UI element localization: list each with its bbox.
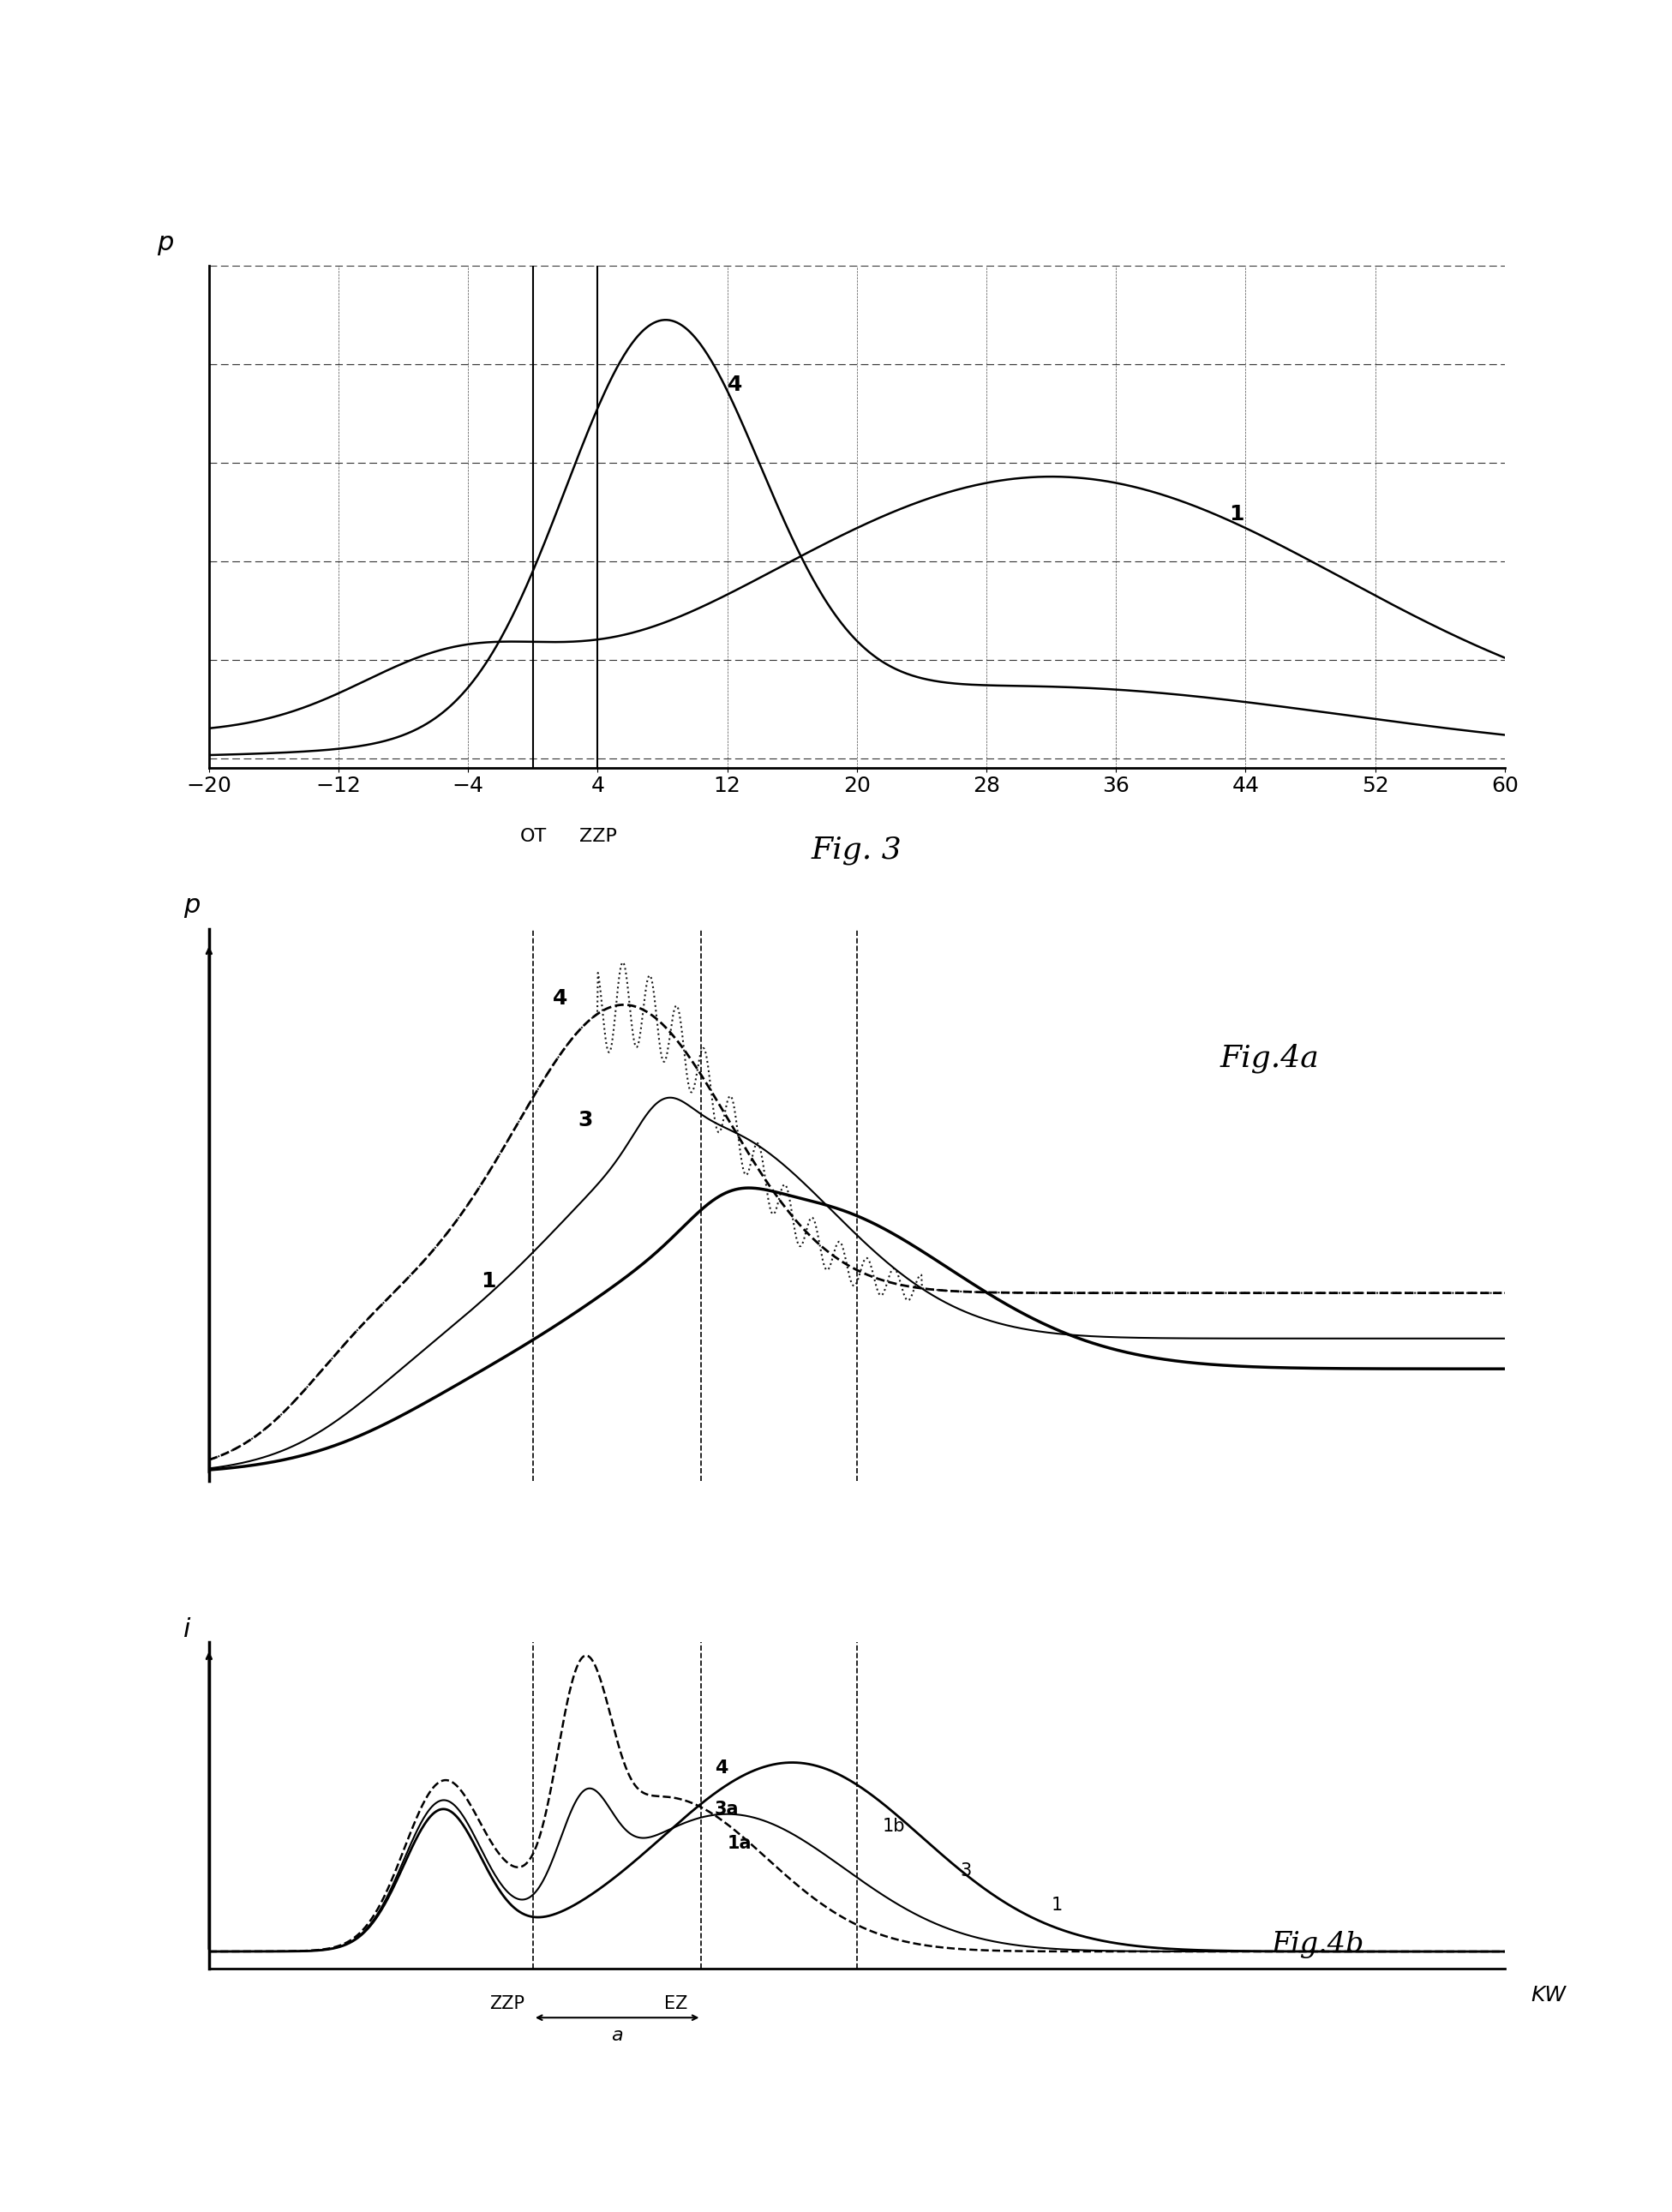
Text: ZZP: ZZP [579,827,617,845]
Text: 3: 3 [961,1863,971,1880]
Text: Fig.4a: Fig.4a [1221,1044,1319,1073]
Text: 4: 4 [727,374,742,396]
Text: 3: 3 [579,1110,594,1130]
Text: 1: 1 [1229,504,1244,524]
Text: a: a [612,2026,624,2044]
Text: 3a: 3a [714,1801,739,1818]
Text: 1: 1 [1052,1896,1063,1913]
Text: ZZP: ZZP [490,1995,525,2013]
Text: Fig. 3: Fig. 3 [811,836,903,865]
Text: 1b: 1b [883,1818,906,1834]
Text: i: i [184,1617,191,1641]
Text: 1: 1 [482,1270,497,1292]
Text: 4: 4 [714,1759,727,1776]
Text: OT: OT [520,827,547,845]
Text: KW: KW [1532,1984,1567,2006]
Text: EZ: EZ [664,1995,687,2013]
Text: Fig.4b: Fig.4b [1272,1931,1364,1958]
Text: 1a: 1a [727,1834,752,1851]
Text: p: p [184,894,199,918]
Text: p: p [157,230,174,254]
Text: 4: 4 [552,989,567,1009]
